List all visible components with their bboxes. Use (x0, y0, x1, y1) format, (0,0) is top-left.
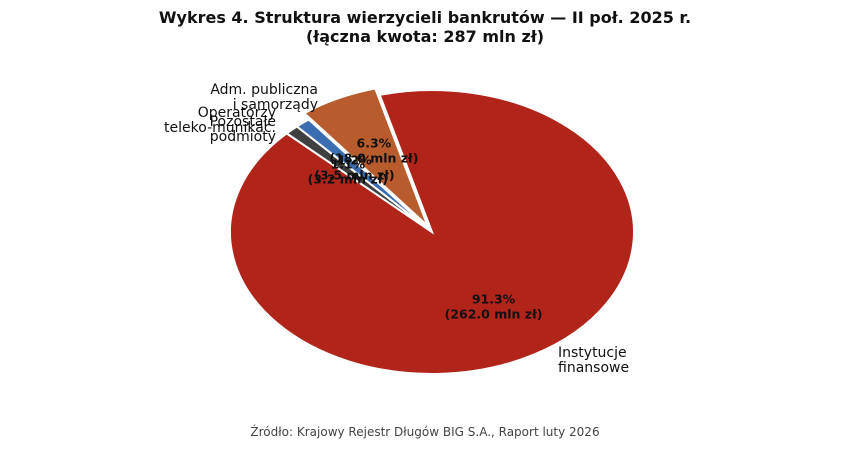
slice-label: Instytucje (558, 345, 627, 361)
chart-title-line1: Wykres 4. Struktura wierzycieli bankrutó… (158, 8, 692, 27)
slice-percent-label: 6.3% (357, 135, 392, 150)
slice-amount-label: (3.5 mln zł) (314, 168, 394, 183)
chart-source: Źródło: Krajowy Rejestr Długów BIG S.A.,… (250, 425, 600, 439)
slice-amount-label: (3.2 mln zł) (308, 172, 388, 187)
slice-percent-label: 1.2% (337, 153, 372, 168)
slice-amount-label: (18.0 mln zł) (329, 150, 418, 165)
pie-slices (229, 87, 635, 375)
slice-label: teleko-munikac. (164, 120, 276, 136)
pie-slice (295, 118, 433, 233)
slice-amount-label: (262.0 mln zł) (445, 306, 543, 321)
slice-label: Adm. publiczna (210, 82, 318, 98)
slice-label: podmioty (210, 129, 276, 145)
chart-title: Wykres 4. Struktura wierzycieli bankrutó… (0, 8, 850, 46)
slice-label: Operatorzy (198, 105, 276, 121)
slice-percent-label: 91.3% (472, 291, 516, 306)
slice-label: Pozostałe (210, 114, 276, 130)
chart-title-line2: (łączna kwota: 287 mln zł) (305, 27, 545, 46)
slice-label: finansowe (558, 360, 629, 376)
slice-label: i samorządy (233, 97, 318, 113)
slice-percent-label: 1.1% (330, 157, 365, 172)
pie-slice (302, 87, 429, 227)
